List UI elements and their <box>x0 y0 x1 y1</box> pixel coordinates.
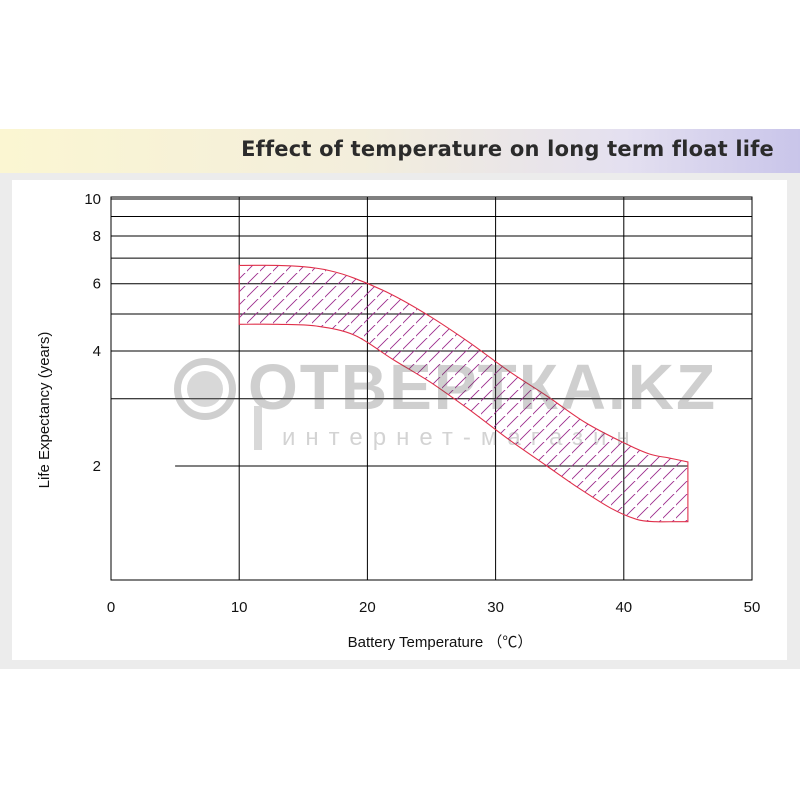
y-tick-label: 6 <box>93 276 101 293</box>
x-tick-label: 30 <box>487 599 504 616</box>
life-expectancy-band <box>238 264 689 523</box>
grid <box>110 196 753 581</box>
title-band <box>0 129 800 173</box>
x-tick-label: 40 <box>615 599 632 616</box>
x-tick-label: 10 <box>231 599 248 616</box>
y-tick-label: 8 <box>93 228 101 245</box>
x-axis-label: Battery Temperature （℃） <box>348 634 533 651</box>
chart-title: Effect of temperature on long term float… <box>241 137 774 161</box>
tick-labels: 0 10 20 30 40 50 2 4 6 8 10 <box>84 191 760 616</box>
x-tick-label: 20 <box>359 599 376 616</box>
y-tick-label: 4 <box>93 343 101 360</box>
plot-frame <box>110 196 753 581</box>
y-axis-label: Life Expectancy (years) <box>36 332 53 489</box>
y-tick-label: 2 <box>93 458 101 475</box>
y-tick-label: 10 <box>84 191 101 208</box>
life-band <box>238 264 689 523</box>
x-tick-label: 50 <box>744 599 761 616</box>
x-tick-label: 0 <box>107 599 115 616</box>
